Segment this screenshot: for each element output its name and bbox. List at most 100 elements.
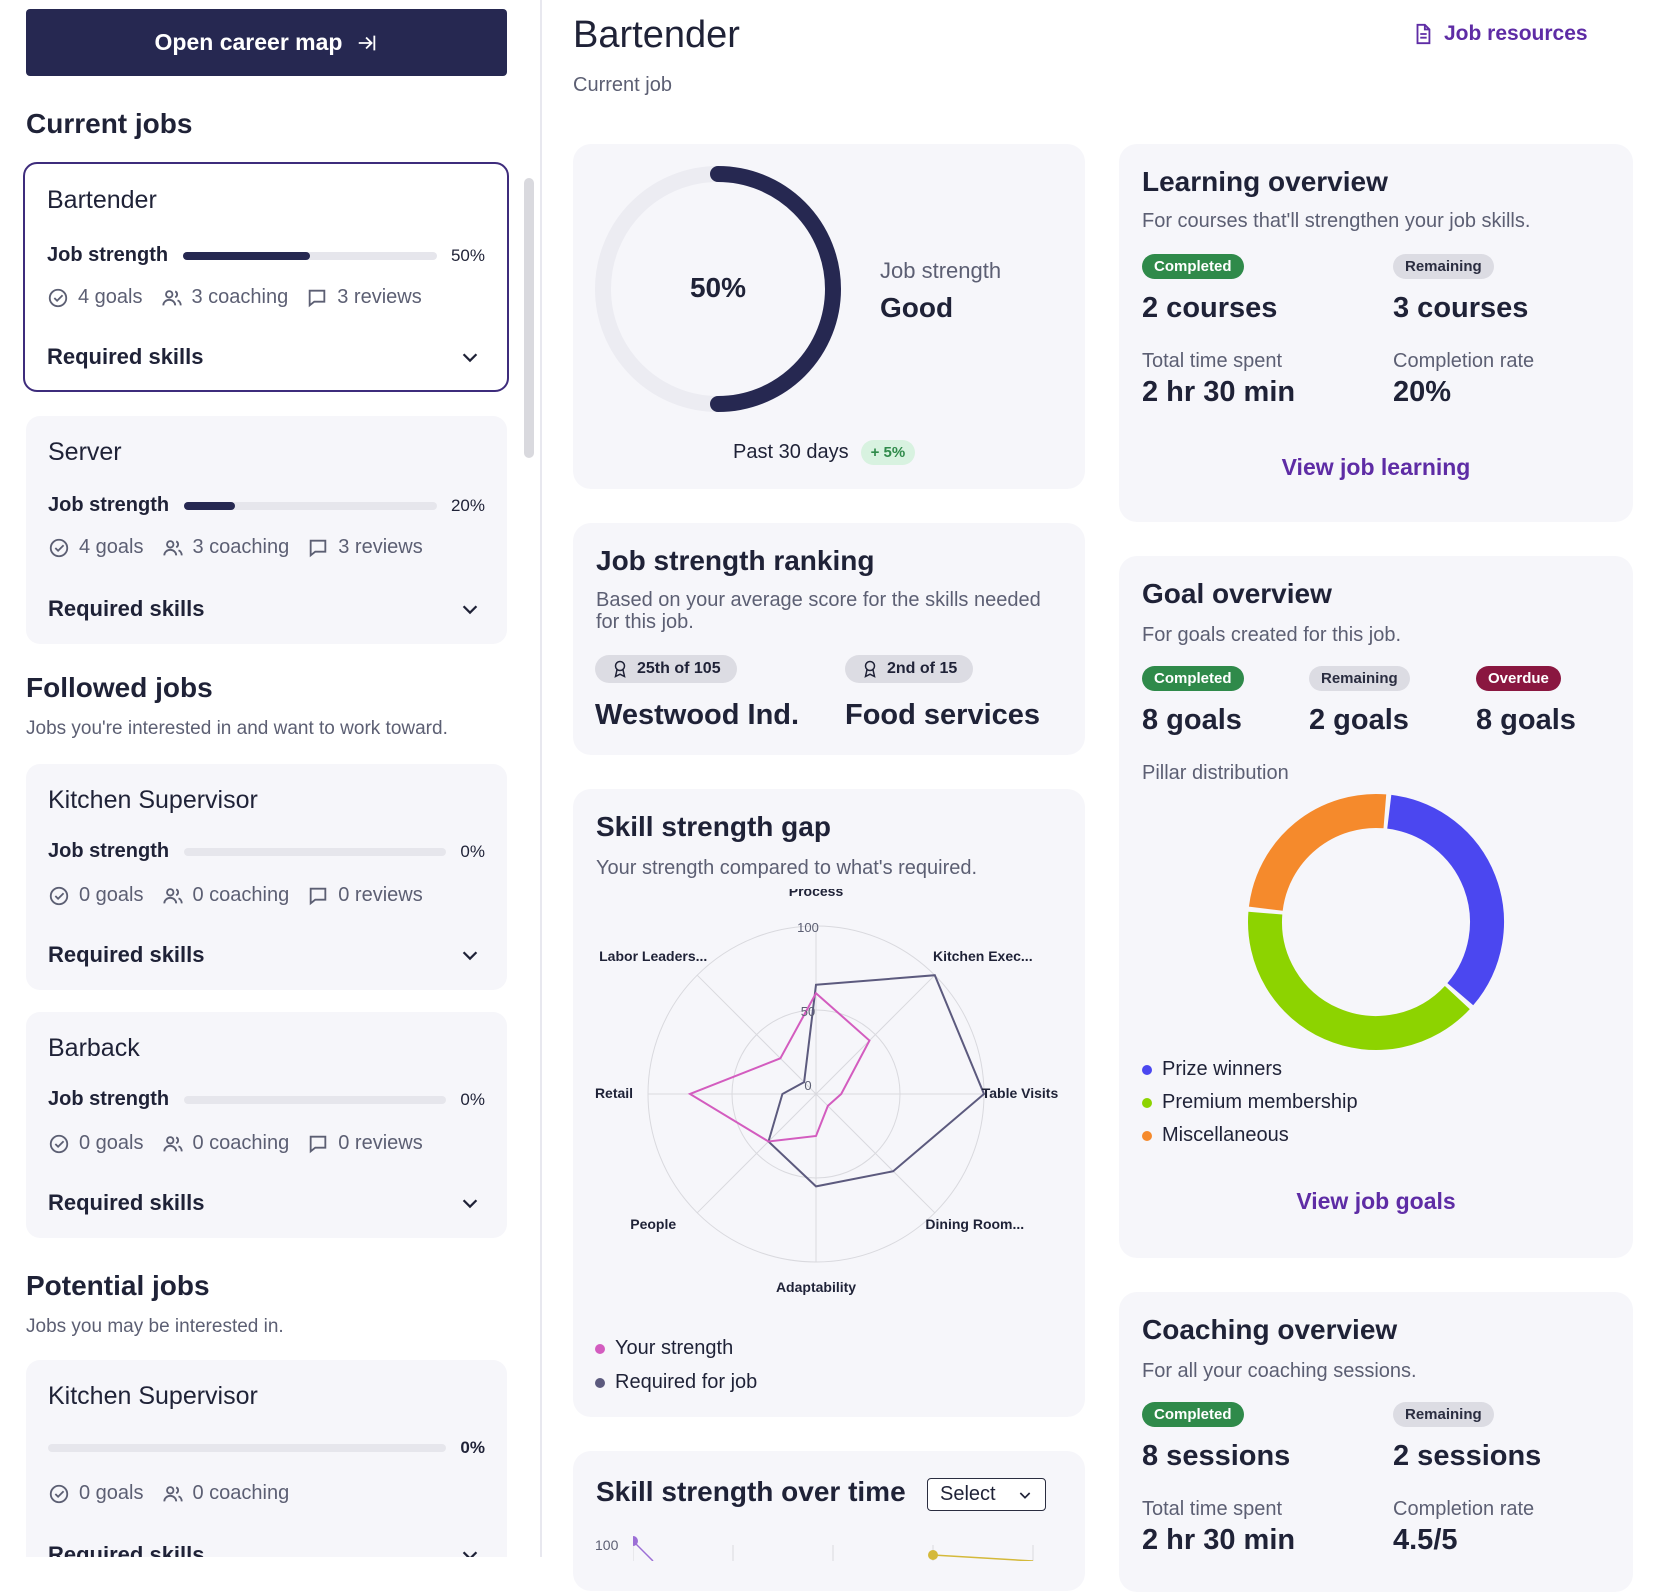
completion-rate-label: Completion rate [1393, 1498, 1535, 1520]
radar-axis-label: Process [789, 889, 844, 899]
chevron-down-icon [462, 353, 478, 363]
page-title: Bartender [573, 14, 740, 56]
legend-prize-winners: Prize winners [1142, 1058, 1282, 1081]
job-card-kitchen-supervisor[interactable]: Kitchen Supervisor Job strength 0% 0 goa… [26, 764, 507, 990]
pillar-donut-chart [1248, 794, 1504, 1050]
followed-jobs-title: Followed jobs [26, 672, 213, 703]
required-skills-toggle[interactable]: Required skills [47, 344, 481, 370]
y-axis-tick: 100 [595, 1537, 619, 1553]
document-icon [1416, 23, 1431, 45]
required-skills-toggle[interactable]: Required skills [48, 1190, 481, 1216]
pillar-distribution-label: Pillar distribution [1142, 762, 1289, 784]
remaining-goals: 2 goals [1309, 704, 1409, 736]
job-strength-bar-fill [183, 251, 310, 260]
users-icon [161, 289, 182, 305]
required-skills-label: Required skills [48, 596, 205, 621]
users-icon [162, 1135, 183, 1151]
required-skills-toggle[interactable]: Required skills [48, 942, 481, 968]
job-card-bartender[interactable]: Bartender Job strength 50% 4 goals 3 coa… [23, 162, 509, 392]
job-strength-bar [48, 1444, 447, 1452]
job-strength-percent: 0% [460, 1438, 485, 1457]
legend-label: Premium membership [1162, 1091, 1358, 1113]
page-subtitle: Current job [573, 74, 672, 96]
donut-slice-prize-winners [1386, 794, 1504, 1006]
required-skills-toggle[interactable]: Required skills [48, 596, 481, 622]
legend-dot [595, 1343, 605, 1354]
strength-delta-badge: + 5% [860, 440, 916, 465]
remaining-badge: Remaining [1393, 1402, 1494, 1427]
job-strength-ranking-panel: Job strength ranking Based on your avera… [573, 523, 1085, 755]
sidebar-scrollbar[interactable] [524, 178, 534, 458]
completed-badge: Completed [1142, 1402, 1244, 1427]
comment-icon [310, 1135, 327, 1153]
legend-premium-membership: Premium membership [1142, 1091, 1358, 1114]
job-strength-panel: 50% Job strength Good Past 30 days + 5% [573, 144, 1085, 489]
chevron-down-icon [462, 951, 478, 961]
completion-rate-value: 20% [1393, 376, 1452, 408]
coaching-count: 0 coaching [192, 1132, 290, 1154]
goals-count: 4 goals [79, 536, 144, 558]
job-resources-link[interactable]: Job resources [1412, 22, 1588, 46]
learning-title: Learning overview [1142, 166, 1388, 197]
followed-jobs-subtitle: Jobs you're interested in and want to wo… [26, 718, 448, 739]
job-strength-percent: 0% [460, 1089, 485, 1109]
goals-count: 0 goals [79, 1482, 144, 1504]
radar-axis-line [815, 974, 936, 1095]
radar-tick-label: 0 [804, 1078, 811, 1093]
coaching-title: Coaching overview [1142, 1314, 1398, 1345]
job-card-title: Server [48, 438, 122, 466]
job-strength-arc [710, 166, 841, 412]
rank-chip-label: 25th of 105 [637, 660, 721, 677]
goal-title: Goal overview [1142, 578, 1332, 609]
job-card-kitchen-supervisor-potential[interactable]: Kitchen Supervisor 0% 0 goals 0 coaching… [26, 1360, 507, 1557]
completed-badge: Completed [1142, 254, 1244, 279]
required-skills-label: Required skills [48, 942, 205, 967]
goal-overview-panel: Goal overview For goals created for this… [1119, 556, 1633, 1258]
potential-jobs-title: Potential jobs [26, 1270, 210, 1301]
donut-slice-premium-membership [1248, 911, 1470, 1050]
comment-icon [310, 539, 327, 557]
view-job-goals-link[interactable]: View job goals [1296, 1188, 1456, 1214]
open-career-map-button[interactable]: Open career map [26, 9, 507, 76]
users-icon [162, 887, 183, 903]
completion-rate-label: Completion rate [1393, 350, 1535, 372]
job-strength-gauge [595, 166, 841, 412]
rank-group-name: Westwood Ind. [595, 699, 800, 731]
job-card-server[interactable]: Server Job strength 20% 4 goals 3 coachi… [26, 416, 507, 644]
sidebar: Open career map Current jobs Bartender J… [0, 0, 542, 1557]
job-strength-bar [184, 1095, 447, 1104]
job-strength-percent: 20% [450, 495, 485, 515]
coaching-count: 0 coaching [192, 1482, 290, 1504]
legend-required: Required for job [595, 1371, 757, 1394]
required-skills-toggle[interactable]: Required skills [48, 1542, 481, 1557]
skill-gap-subtitle: Your strength compared to what's require… [596, 857, 978, 879]
award-icon [864, 660, 876, 678]
job-card-barback[interactable]: Barback Job strength 0% 0 goals 0 coachi… [26, 1012, 507, 1238]
radar-axis-label: Kitchen Exec... [933, 948, 1033, 964]
radar-axis-line [815, 1093, 936, 1214]
job-strength-rating: Good [880, 292, 954, 323]
coaching-count: 3 coaching [191, 286, 289, 308]
legend-dot [1142, 1097, 1152, 1108]
over-time-title: Skill strength over time [596, 1476, 906, 1507]
required-skills-label: Required skills [47, 344, 204, 369]
overdue-goals: 8 goals [1476, 704, 1576, 736]
legend-dot [1142, 1130, 1152, 1141]
radar-axis-label: People [630, 1216, 676, 1232]
goals-count: 4 goals [78, 286, 143, 308]
radar-series-your-strength [687, 991, 871, 1143]
users-icon [162, 1485, 183, 1501]
legend-dot [1142, 1064, 1152, 1075]
view-job-learning-link[interactable]: View job learning [1281, 454, 1471, 480]
legend-label: Miscellaneous [1162, 1124, 1289, 1146]
chevron-down-icon [1019, 1491, 1031, 1499]
ranking-subtitle: Based on your average score for the skil… [596, 589, 1041, 633]
job-strength-caption: Job strength [880, 258, 1002, 283]
ranking-title: Job strength ranking [596, 545, 875, 576]
skill-select-dropdown[interactable]: Select [927, 1478, 1046, 1511]
job-card-title: Barback [48, 1034, 140, 1062]
remaining-courses: 3 courses [1393, 292, 1529, 324]
radar-series-required-for-job [767, 974, 986, 1188]
rank-chip: 25th of 105 [595, 655, 737, 683]
check-circle-icon [49, 886, 69, 905]
